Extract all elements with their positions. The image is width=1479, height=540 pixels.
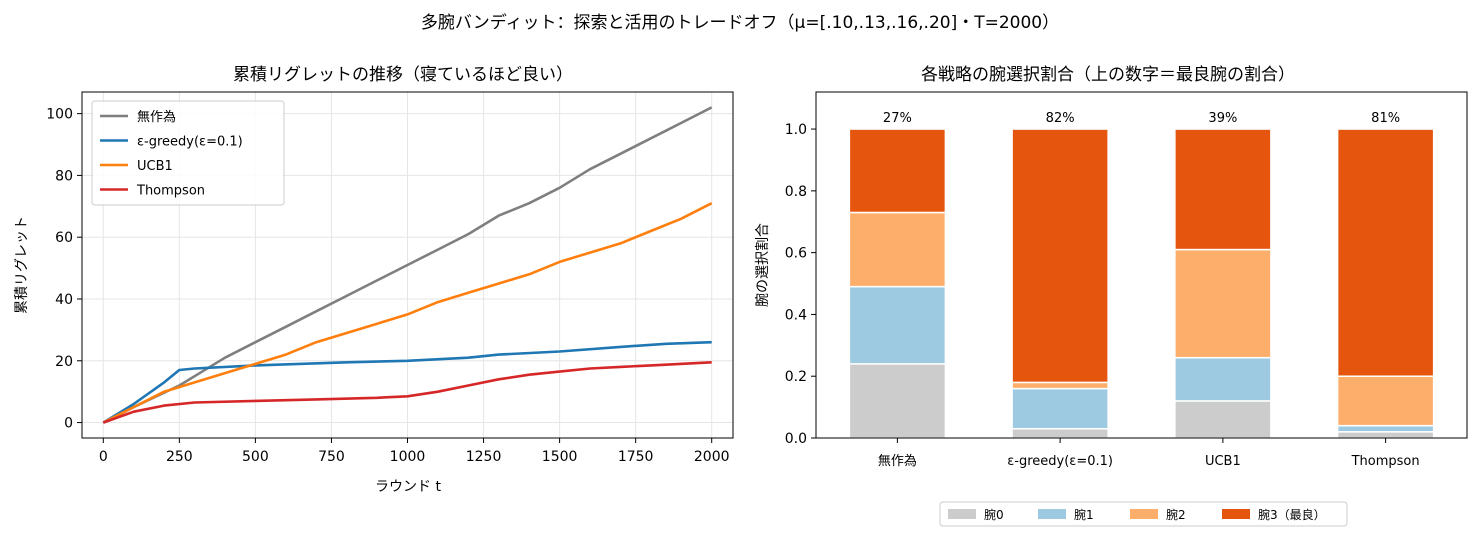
series-line-0 — [102, 106, 713, 424]
left-x-tick-label: 750 — [318, 449, 345, 465]
bar-segment-0 — [1336, 431, 1435, 439]
right-legend-label: 腕0 — [984, 507, 1004, 522]
bar-segment-1 — [1174, 356, 1272, 402]
left-y-tick-label: 0 — [64, 416, 73, 432]
series-line-1 — [102, 340, 712, 424]
bar-segment-0 — [1174, 400, 1272, 439]
right-y-axis-label: 腕の選択割合 — [754, 223, 771, 307]
right-legend-label: 腕3（最良） — [1258, 507, 1326, 522]
series-line-3 — [102, 361, 712, 424]
arm-share-bar-chart: 各戦略の腕選択割合（上の数字＝最良腕の割合） 27% 82% 39% 81% 0.00… — [754, 65, 1468, 527]
left-x-tick-label: 1250 — [466, 449, 502, 465]
left-y-axis-label: 累積リグレット — [14, 216, 30, 314]
right-y-tick-label: 0.8 — [785, 184, 807, 200]
left-y-tick-label: 100 — [46, 107, 73, 123]
right-y-tick-label: 1.0 — [785, 122, 807, 138]
right-plot-frame — [815, 91, 1468, 439]
right-x-tick-label: Thompson — [1351, 454, 1420, 469]
right-stacked-bars: 27% 82% 39% 81% — [848, 111, 1435, 439]
left-grid — [82, 92, 733, 438]
left-y-tick-label: 80 — [55, 168, 73, 184]
bar-segment-1 — [1336, 424, 1435, 433]
left-x-tick-label: 500 — [242, 449, 269, 465]
left-x-tick-label: 0 — [99, 449, 108, 465]
right-legend: 腕0 腕1 腕2 腕3（最良） — [939, 501, 1348, 527]
left-y-tick-label: 20 — [55, 354, 73, 370]
figure-title: 多腕バンディット：探索と活用のトレードオフ（μ=[.10,.13,.16,.20… — [421, 12, 1059, 33]
bar-segment-3 — [848, 128, 947, 214]
right-x-tick-label: ε-greedy(ε=0.1) — [1007, 454, 1113, 469]
right-x-tick-label: UCB1 — [1205, 454, 1241, 469]
right-chart-title: 各戦略の腕選択割合（上の数字＝最良腕の割合） — [921, 65, 1295, 85]
left-legend-label: ε-greedy(ε=0.1) — [137, 135, 243, 150]
right-axis-ticks: 0.0 0.2 0.4 0.6 0.8 1.0 無作為 ε-greedy(ε=0.1) UCB1… — [785, 122, 1420, 469]
left-legend-box — [91, 100, 285, 206]
left-y-tick-label: 60 — [55, 230, 73, 246]
left-legend-label: Thompson — [136, 184, 205, 199]
left-x-tick-label: 2000 — [694, 449, 730, 465]
bar-segment-3 — [1336, 128, 1435, 377]
bar-segment-1 — [848, 285, 947, 365]
left-x-tick-label: 1750 — [618, 449, 654, 465]
best-arm-share-label: 27% — [883, 111, 912, 126]
left-legend-label: 無作為 — [137, 109, 176, 125]
right-y-tick-label: 0.6 — [785, 246, 807, 262]
bar-segment-0 — [1011, 427, 1109, 439]
right-legend-swatch — [1222, 509, 1250, 519]
right-legend-swatch — [1130, 509, 1158, 519]
bar-segment-2 — [1336, 375, 1435, 427]
right-y-tick-label: 0.4 — [785, 307, 807, 323]
left-chart-title: 累積リグレットの推移（寝ているほど良い） — [233, 64, 573, 85]
best-arm-share-label: 82% — [1046, 111, 1075, 126]
best-arm-share-label: 39% — [1208, 111, 1237, 126]
right-x-tick-label: 無作為 — [878, 453, 917, 469]
left-legend: 無作為 ε-greedy(ε=0.1) UCB1 Thompson — [91, 100, 285, 206]
right-legend-label: 腕2 — [1166, 507, 1186, 522]
series-line-2 — [102, 202, 713, 424]
left-series-lines — [102, 106, 713, 424]
bar-segment-2 — [848, 211, 947, 288]
bar-segment-0 — [848, 363, 947, 439]
bar-segment-1 — [1011, 387, 1109, 430]
left-axis-ticks: 0 250 500 750 1000 1250 1500 1750 2000 0 20 40 60 80 1… — [46, 107, 729, 465]
left-x-tick-label: 1000 — [390, 449, 426, 465]
regret-line-chart: 累積リグレットの推移（寝ているほど良い） 0 250 500 750 1000 1250 1… — [14, 64, 734, 495]
left-x-tick-label: 250 — [166, 449, 193, 465]
right-y-tick-label: 0.0 — [785, 431, 807, 447]
right-legend-label: 腕1 — [1074, 507, 1094, 522]
right-y-tick-label: 0.2 — [785, 369, 807, 385]
best-arm-share-label: 81% — [1371, 111, 1400, 126]
right-legend-swatch — [1038, 509, 1066, 519]
bar-segment-3 — [1011, 128, 1109, 384]
bar-segment-3 — [1174, 128, 1272, 251]
left-legend-label: UCB1 — [137, 159, 173, 174]
bar-segment-2 — [1174, 248, 1272, 359]
right-legend-swatch — [948, 509, 976, 519]
left-x-axis-label: ラウンド t — [375, 479, 441, 495]
bar-segment-2 — [1011, 381, 1109, 390]
left-y-tick-label: 40 — [55, 292, 73, 308]
left-x-tick-label: 1500 — [542, 449, 578, 465]
